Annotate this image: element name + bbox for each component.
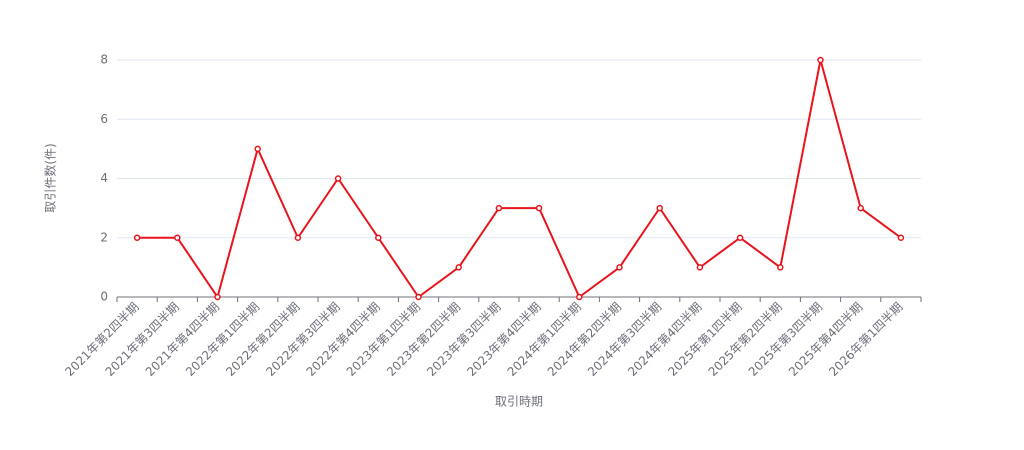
data-point xyxy=(214,293,221,301)
x-tick-label: 2022年第3四半期 xyxy=(263,300,342,379)
data-point xyxy=(294,234,302,241)
x-tick-label: 2021年第3四半期 xyxy=(103,300,182,379)
data-point xyxy=(736,234,744,241)
data-point xyxy=(777,264,784,271)
x-tick-label: 2022年第2四半期 xyxy=(223,300,302,379)
x-tick-label: 2023年第1四半期 xyxy=(344,300,423,379)
data-point xyxy=(576,293,583,301)
x-axis-label: 取引時期 xyxy=(495,395,543,409)
x-tick-label: 2023年第3四半期 xyxy=(424,300,503,379)
x-tick-label: 2024年第2四半期 xyxy=(545,300,624,379)
x-tick-label: 2025年第3四半期 xyxy=(746,300,825,379)
y-tick-label: 6 xyxy=(100,112,108,126)
x-tick-label: 2025年第2四半期 xyxy=(706,300,785,379)
data-point xyxy=(455,264,462,271)
data-point xyxy=(133,234,141,241)
data-line xyxy=(137,59,902,300)
x-tick-label: 2024年第3四半期 xyxy=(585,300,664,379)
data-point xyxy=(616,264,623,271)
data-point xyxy=(254,145,261,153)
x-tick-label: 2025年第1四半期 xyxy=(665,300,744,379)
data-point xyxy=(535,204,543,212)
x-tick-label: 2022年第4四半期 xyxy=(304,300,383,379)
y-tick-label: 8 xyxy=(100,53,108,67)
y-tick-label: 2 xyxy=(100,230,108,244)
data-point xyxy=(656,204,663,212)
data-point xyxy=(897,234,905,241)
y-axis-label: 取引件数(件) xyxy=(43,143,58,212)
x-tick-label: 2021年第2四半期 xyxy=(62,300,141,379)
data-point xyxy=(334,175,342,182)
x-tick-label: 2026年第1四半期 xyxy=(826,300,905,379)
data-point xyxy=(375,234,382,241)
data-point xyxy=(817,56,824,64)
x-tick-label: 2025年第4四半期 xyxy=(786,300,865,379)
data-point xyxy=(696,264,704,271)
x-tick-label: 2024年第1四半期 xyxy=(505,300,584,379)
x-tick-label: 2024年第4四半期 xyxy=(625,300,704,379)
data-point xyxy=(415,293,422,301)
data-point xyxy=(857,204,864,212)
x-tick-label: 2023年第4四半期 xyxy=(464,300,543,379)
x-tick-label: 2021年第4四半期 xyxy=(143,300,222,379)
data-point xyxy=(495,204,503,212)
x-tick-label: 2023年第2四半期 xyxy=(384,300,463,379)
y-tick-label: 0 xyxy=(100,290,108,304)
x-tick-label: 2022年第1四半期 xyxy=(183,300,262,379)
data-point xyxy=(174,234,181,241)
y-tick-label: 4 xyxy=(100,171,108,185)
